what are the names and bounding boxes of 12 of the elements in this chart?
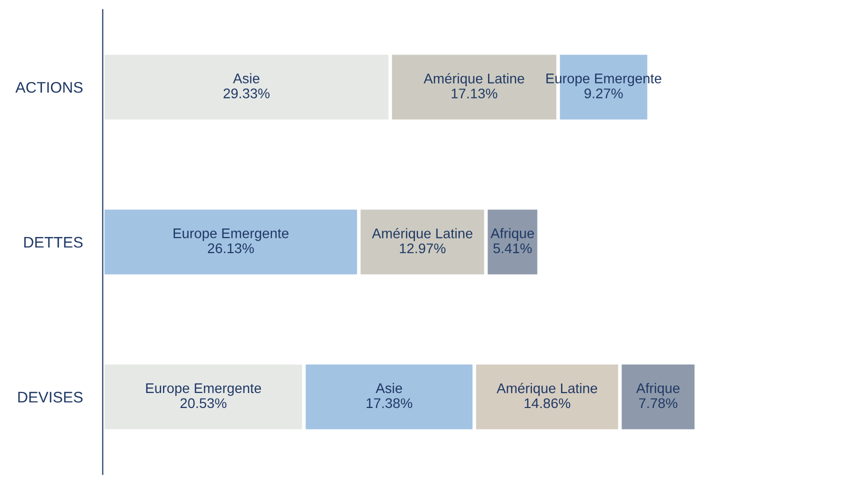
data-label: Asie 17.38% [366, 382, 412, 408]
data-label: Amérique Latine 17.13% [424, 73, 524, 98]
data-label: Asie 29.33% [224, 73, 270, 98]
data-label: Afrique 7.78% [636, 382, 680, 408]
data-label: Amérique Latine 12.97% [372, 228, 472, 254]
data-label: Amérique Latine 14.86% [496, 382, 598, 408]
data-label: Afrique 5.41% [490, 228, 534, 254]
y-tick-label: DEVISES [18, 392, 83, 403]
y-tick-label: ACTIONS [15, 82, 83, 93]
data-label: Europe Emergente 26.13% [174, 228, 288, 254]
data-label: Europe Emergente 20.53% [146, 383, 262, 408]
y-tick-label: DETTES [24, 236, 83, 248]
